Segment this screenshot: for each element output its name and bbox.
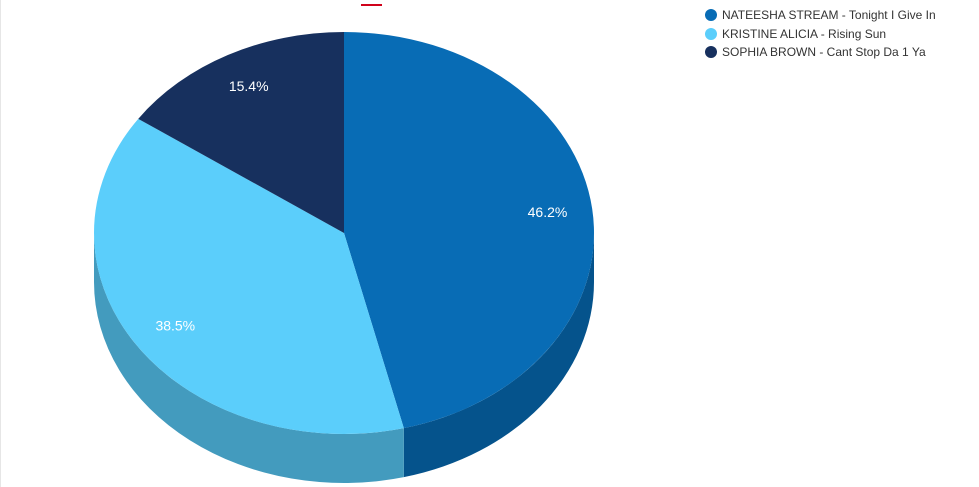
slice-labels: 46.2% 38.5% 15.4% [155,78,567,334]
slice-side-kristine [94,233,404,483]
chart-legend: NATEESHA STREAM - Tonight I Give In KRIST… [705,6,936,62]
legend-item[interactable]: SOPHIA BROWN - Cant Stop Da 1 Ya [705,43,936,62]
pie-slice-sophia[interactable] [138,32,344,233]
pie-slice-nateesha[interactable] [344,32,594,429]
legend-swatch-icon [705,46,717,59]
legend-label: SOPHIA BROWN - Cant Stop Da 1 Ya [722,45,926,60]
slice-value-label: 15.4% [229,78,269,94]
legend-label: NATEESHA STREAM - Tonight I Give In [722,8,936,23]
legend-swatch-icon [705,27,717,40]
legend-item[interactable]: NATEESHA STREAM - Tonight I Give In [705,6,936,25]
legend-label: KRISTINE ALICIA - Rising Sun [722,26,887,41]
slice-value-label: 38.5% [155,317,195,333]
legend-swatch-icon [705,9,717,22]
legend-item[interactable]: KRISTINE ALICIA - Rising Sun [705,25,936,44]
slice-side-nateesha [403,233,594,478]
pie-sides [94,233,594,483]
pie-slices [93,32,594,435]
pie-slice-kristine[interactable] [93,118,404,435]
slice-value-label: 46.2% [528,204,568,220]
top-accent-bar [361,4,382,6]
